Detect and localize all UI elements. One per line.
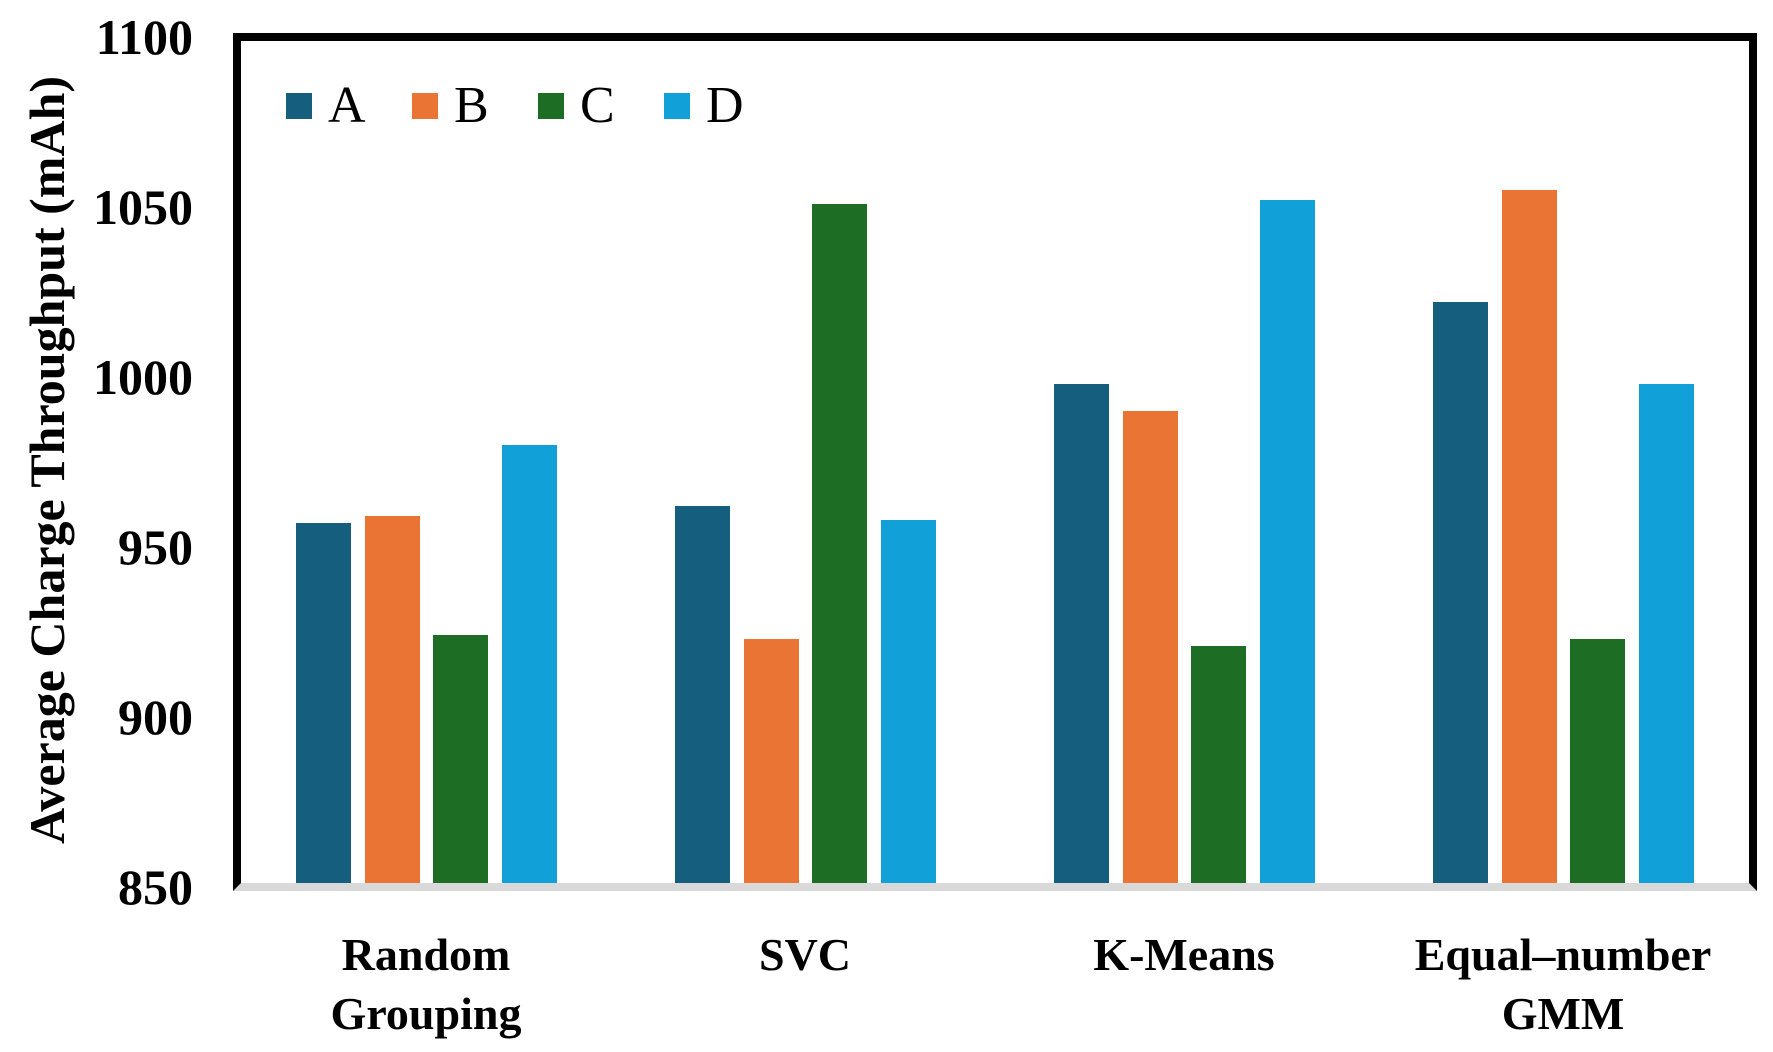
bar-random-b: [365, 516, 420, 883]
legend-item-a: A: [286, 76, 386, 136]
x-label-svc: SVC: [758, 929, 852, 980]
y-tick-900: 900: [118, 689, 193, 745]
bar-k-means-d: [1260, 200, 1315, 883]
legend-item-c: C: [538, 76, 638, 136]
y-tick-1050: 1050: [93, 179, 193, 235]
bar-random-d: [502, 445, 557, 883]
legend-swatch-c: [538, 93, 564, 119]
bar-random-c: [433, 635, 488, 883]
legend-swatch-d: [664, 93, 690, 119]
legend-label-d: D: [706, 77, 744, 134]
x-label-k-means: K-Means: [1093, 929, 1275, 980]
y-tick-1000: 1000: [93, 349, 193, 405]
bar-svc-b: [744, 639, 799, 883]
legend-item-b: B: [412, 76, 512, 136]
legend-label-a: A: [328, 77, 366, 134]
bar-svc-a: [675, 506, 730, 883]
legend-item-d: D: [664, 76, 764, 136]
y-tick-850: 850: [118, 859, 193, 915]
y-tick-1100: 1100: [95, 9, 193, 65]
bar-k-means-b: [1123, 411, 1178, 883]
legend-label-b: B: [454, 77, 489, 134]
plot-area: [233, 33, 1757, 891]
y-axis-title: Average Charge Throughput (mAh): [19, 75, 75, 845]
bar-equal–number-b: [1502, 190, 1557, 883]
legend-swatch-a: [286, 93, 312, 119]
x-label-random: Random Grouping: [330, 929, 522, 1039]
bar-equal–number-d: [1639, 384, 1694, 883]
x-label-equal-number: Equal–number GMM: [1414, 929, 1712, 1039]
bars-container: [241, 41, 1749, 883]
bar-random-a: [296, 523, 351, 883]
bar-svc-c: [812, 204, 867, 883]
legend: A B C D: [286, 76, 790, 136]
legend-swatch-b: [412, 93, 438, 119]
legend-label-c: C: [580, 77, 615, 134]
bar-equal–number-a: [1433, 302, 1488, 883]
bar-svc-d: [881, 520, 936, 883]
bar-k-means-a: [1054, 384, 1109, 883]
y-tick-950: 950: [118, 519, 193, 575]
bar-equal–number-c: [1570, 639, 1625, 883]
bar-k-means-c: [1191, 646, 1246, 883]
